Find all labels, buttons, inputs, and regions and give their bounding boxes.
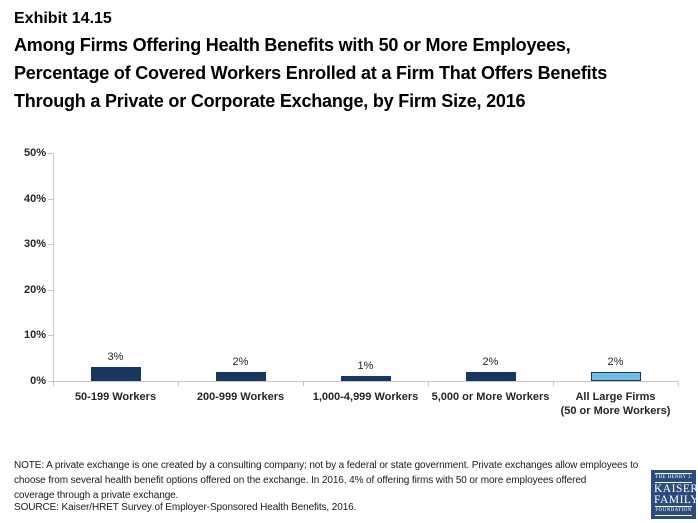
bar-value-label: 2% <box>607 355 624 368</box>
chart-title-line-3: Through a Private or Corporate Exchange,… <box>14 91 526 111</box>
chart-header: Exhibit 14.15 Among Firms Offering Healt… <box>14 7 607 115</box>
x-axis-tick <box>303 382 304 386</box>
y-axis-tick-label: 50% <box>23 147 46 159</box>
y-axis-tick-label: 40% <box>23 192 46 205</box>
bar-value-label: 3% <box>107 351 124 364</box>
y-axis-tick-label: 10% <box>23 329 46 342</box>
bar <box>90 367 141 381</box>
source-text: SOURCE: Kaiser/HRET Survey of Employer-S… <box>14 502 357 513</box>
x-axis-label: All Large Firms (50 or More Workers) <box>560 391 671 417</box>
x-axis-label: 200-999 Workers <box>196 391 285 403</box>
logo-rule <box>655 473 692 474</box>
x-axis-line <box>53 381 678 382</box>
y-axis-tick-label: 0% <box>30 375 46 387</box>
chart-title-line-2: Percentage of Covered Workers Enrolled a… <box>14 63 608 83</box>
x-axis-tick <box>678 382 679 386</box>
bar-value-label: 2% <box>232 355 249 368</box>
x-axis-tick <box>553 382 554 386</box>
x-axis-label: 5,000 or More Workers <box>431 391 550 403</box>
y-axis-tick-label: 30% <box>23 238 46 251</box>
bar <box>215 371 266 381</box>
y-axis-tick <box>48 244 53 246</box>
y-axis-tick <box>48 381 53 382</box>
x-axis-tick <box>428 382 429 386</box>
logo-line-family: FAMILY <box>654 493 698 506</box>
bar <box>465 371 516 381</box>
bar <box>590 371 641 381</box>
chart-title-line-1: Among Firms Offering Health Benefits wit… <box>14 35 571 55</box>
note-text: NOTE: A private exchange is one created … <box>14 458 638 503</box>
kff-logo: THE HENRY J. KAISER FAMILY FOUNDATION <box>651 470 698 519</box>
exhibit-number: Exhibit 14.15 <box>14 10 112 27</box>
x-axis-tick <box>53 382 54 386</box>
logo-line-foundation: FOUNDATION <box>655 508 692 514</box>
logo-line-henry: THE HENRY J. <box>655 474 692 480</box>
y-axis-tick <box>48 153 53 154</box>
logo-line-kaiser: KAISER <box>654 482 698 495</box>
logo-rule <box>655 514 692 516</box>
note-line-3: coverage through a private exchange. <box>14 490 179 501</box>
bar <box>340 376 391 381</box>
logo-rule <box>655 481 692 483</box>
bar-value-label: 1% <box>357 360 374 373</box>
y-axis-tick <box>48 289 53 291</box>
note-line-2: choose from several health benefit optio… <box>14 475 587 486</box>
logo-rule <box>655 506 692 508</box>
note-line-1: NOTE: A private exchange is one created … <box>14 460 639 471</box>
x-axis-label: 50-199 Workers <box>74 391 157 403</box>
y-axis-tick <box>48 335 53 337</box>
y-axis-line <box>53 153 54 382</box>
bar-value-label: 2% <box>482 355 499 368</box>
y-axis-tick <box>48 198 53 200</box>
x-axis-tick <box>178 382 179 386</box>
y-axis-tick-label: 20% <box>23 283 46 296</box>
x-axis-label: 1,000-4,999 Workers <box>312 391 419 403</box>
